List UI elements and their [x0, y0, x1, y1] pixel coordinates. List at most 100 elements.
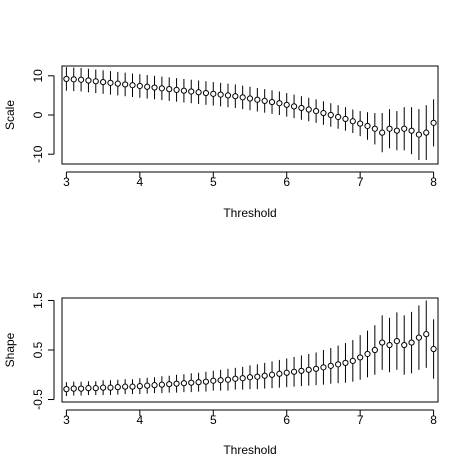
- data-point: [136, 82, 143, 90]
- data-point: [151, 382, 158, 389]
- data-point: [92, 78, 99, 85]
- x-tick-label: 4: [137, 413, 144, 427]
- data-point: [151, 84, 158, 91]
- data-point: [246, 95, 254, 102]
- data-point: [224, 376, 232, 383]
- data-point: [261, 97, 268, 104]
- data-point: [408, 127, 415, 134]
- data-point: [290, 368, 298, 375]
- data-point: [232, 93, 239, 100]
- y-axis-title: Shape: [3, 332, 17, 367]
- data-point: [268, 98, 276, 106]
- data-point: [298, 104, 305, 112]
- data-point: [92, 385, 99, 392]
- data-point: [327, 362, 334, 369]
- data-point: [77, 76, 85, 83]
- x-tick-label: 7: [357, 413, 364, 427]
- data-point: [129, 82, 136, 89]
- data-point: [342, 359, 349, 366]
- data-point: [210, 377, 217, 384]
- x-tick-label: 8: [430, 175, 437, 189]
- data-point: [430, 119, 437, 126]
- data-point: [393, 337, 400, 345]
- data-point: [415, 334, 423, 341]
- data-point: [254, 96, 261, 103]
- data-point: [408, 339, 415, 346]
- data-point: [415, 131, 423, 138]
- y-tick-label: 0: [31, 111, 45, 118]
- data-point: [276, 100, 283, 107]
- data-point: [305, 366, 312, 373]
- data-point: [202, 89, 210, 97]
- data-point: [224, 92, 232, 99]
- data-point: [217, 377, 224, 384]
- y-tick-label: 1.5: [31, 292, 45, 309]
- y-tick-label: 0.5: [31, 341, 45, 358]
- x-tick-label: 7: [357, 175, 364, 189]
- data-point: [63, 75, 70, 83]
- data-point: [100, 78, 107, 86]
- data-point: [122, 383, 129, 390]
- data-point: [239, 94, 246, 101]
- data-point: [379, 129, 386, 136]
- data-point: [114, 80, 121, 87]
- data-point: [136, 383, 143, 390]
- data-point: [210, 90, 217, 97]
- data-point: [70, 385, 77, 392]
- data-point: [100, 384, 107, 391]
- data-point: [217, 91, 224, 98]
- data-point: [342, 115, 349, 123]
- data-point: [283, 101, 290, 108]
- data-point: [107, 79, 114, 86]
- data-point: [335, 113, 342, 121]
- scale-plot: 3 4 5 6 7 8 10 0 -10 Threshold Scale: [3, 65, 439, 220]
- data-point: [180, 87, 188, 94]
- data-point: [423, 129, 430, 136]
- data-point: [371, 125, 378, 132]
- data-point: [327, 111, 334, 119]
- x-tick-label: 8: [430, 413, 437, 427]
- data-point: [107, 384, 114, 391]
- data-point: [312, 365, 320, 372]
- y-axis-title: Scale: [3, 100, 17, 130]
- data-point: [305, 106, 312, 113]
- x-axis-title: Threshold: [223, 443, 276, 457]
- data-point: [335, 361, 342, 368]
- x-tick-label: 3: [63, 175, 70, 189]
- data-point: [401, 341, 408, 349]
- x-tick-label: 6: [283, 175, 290, 189]
- data-point: [158, 381, 165, 388]
- data-point: [202, 378, 210, 385]
- data-point: [232, 375, 239, 382]
- data-point: [393, 127, 400, 134]
- data-point: [349, 118, 356, 125]
- data-point: [312, 107, 320, 115]
- y-tick-label: -0.5: [31, 389, 45, 410]
- x-tick-label: 4: [137, 175, 144, 189]
- data-point: [144, 83, 151, 90]
- data-point: [357, 120, 364, 127]
- data-point: [320, 364, 327, 371]
- data-point: [173, 380, 180, 387]
- data-point: [85, 77, 92, 84]
- data-point: [239, 375, 246, 382]
- data-point: [129, 383, 136, 390]
- shape-plot: 3 4 5 6 7 8 1.5 0.5 -0.5 Threshold Shape: [3, 292, 439, 457]
- x-tick-label: 6: [283, 413, 290, 427]
- plot-frame: [61, 65, 439, 165]
- x-tick-label: 5: [210, 413, 217, 427]
- data-point: [77, 385, 85, 392]
- data-point: [283, 369, 290, 376]
- data-point: [290, 103, 298, 110]
- data-point: [349, 357, 356, 364]
- data-point: [386, 125, 393, 132]
- data-point: [166, 381, 173, 388]
- data-point: [430, 345, 437, 353]
- data-point: [364, 122, 371, 130]
- x-axis-title: Threshold: [223, 206, 276, 220]
- data-point: [158, 85, 165, 92]
- data-point: [401, 125, 408, 132]
- data-point: [188, 88, 195, 95]
- data-point: [188, 379, 195, 386]
- data-point: [246, 374, 254, 381]
